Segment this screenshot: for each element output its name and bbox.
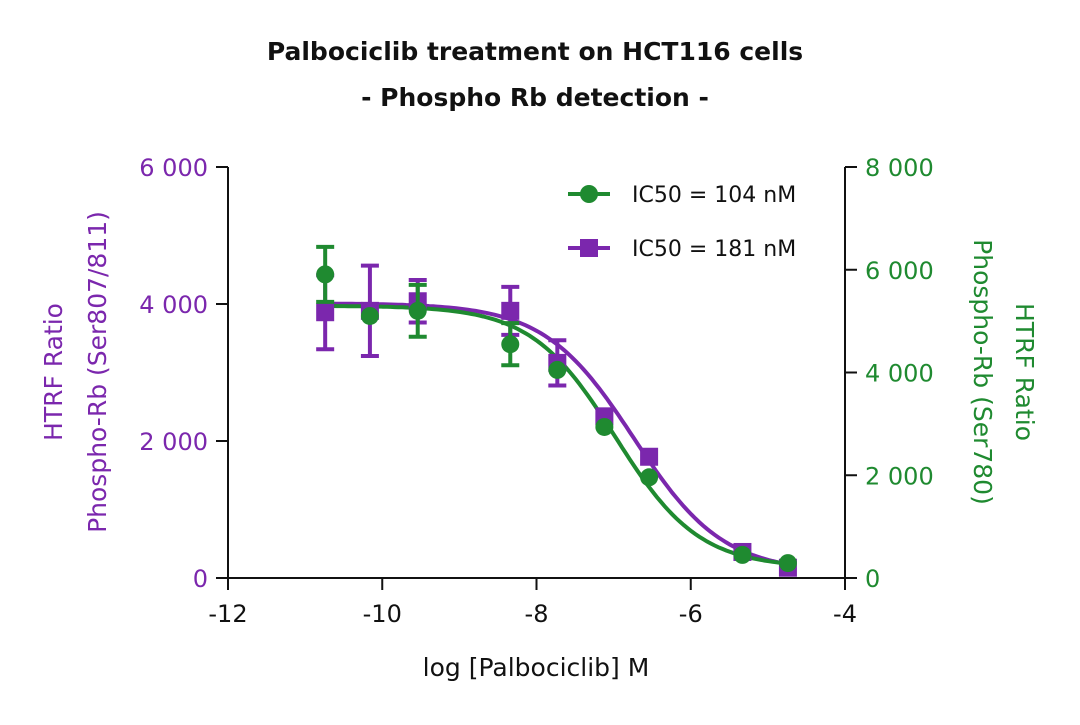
chart-title-line1: Palbociclib treatment on HCT116 cells: [267, 37, 803, 66]
y-axis-label-left-1: HTRF Ratio: [39, 303, 68, 441]
y-tick-label-left: 4 000: [139, 291, 208, 319]
data-point-circle: [733, 545, 752, 564]
data-point-circle: [408, 301, 427, 320]
legend-label: IC50 = 181 nM: [632, 237, 796, 262]
chart-title-line2: - Phospho Rb detection -: [361, 83, 709, 112]
y-tick-label-right: 4 000: [865, 360, 934, 388]
data-point-circle: [501, 335, 520, 354]
data-point-circle: [548, 360, 567, 379]
data-point-square: [316, 303, 335, 322]
legend-label: IC50 = 104 nM: [632, 183, 796, 208]
x-tick-label: -6: [679, 600, 703, 628]
data-point-circle: [595, 417, 614, 436]
y-tick-label-left: 6 000: [139, 154, 208, 182]
data-point-circle: [316, 265, 335, 284]
data-point-circle: [360, 306, 379, 325]
y-axis-label-right-1: HTRF Ratio: [1010, 303, 1039, 441]
legend-circle-icon: [580, 185, 598, 203]
y-tick-label-left: 0: [193, 565, 208, 593]
x-tick-label: -4: [833, 600, 857, 628]
x-tick-label: -12: [208, 600, 247, 628]
y-tick-label-right: 8 000: [865, 154, 934, 182]
y-axis-label-right-2: Phospho-Rb (Ser780): [968, 239, 997, 505]
x-axis-label: log [Palbociclib] M: [423, 653, 650, 682]
legend-square-icon: [580, 239, 598, 257]
data-point-circle: [640, 468, 659, 487]
x-tick-label: -8: [525, 600, 549, 628]
data-point-circle: [778, 554, 797, 573]
x-tick-label: -10: [363, 600, 402, 628]
data-point-square: [640, 447, 659, 466]
y-tick-label-left: 2 000: [139, 428, 208, 456]
data-point-square: [501, 301, 520, 320]
y-tick-label-right: 2 000: [865, 462, 934, 490]
y-axis-label-left-2: Phospho-Rb (Ser807/811): [83, 211, 112, 533]
y-tick-label-right: 0: [865, 565, 880, 593]
y-tick-label-right: 6 000: [865, 257, 934, 285]
